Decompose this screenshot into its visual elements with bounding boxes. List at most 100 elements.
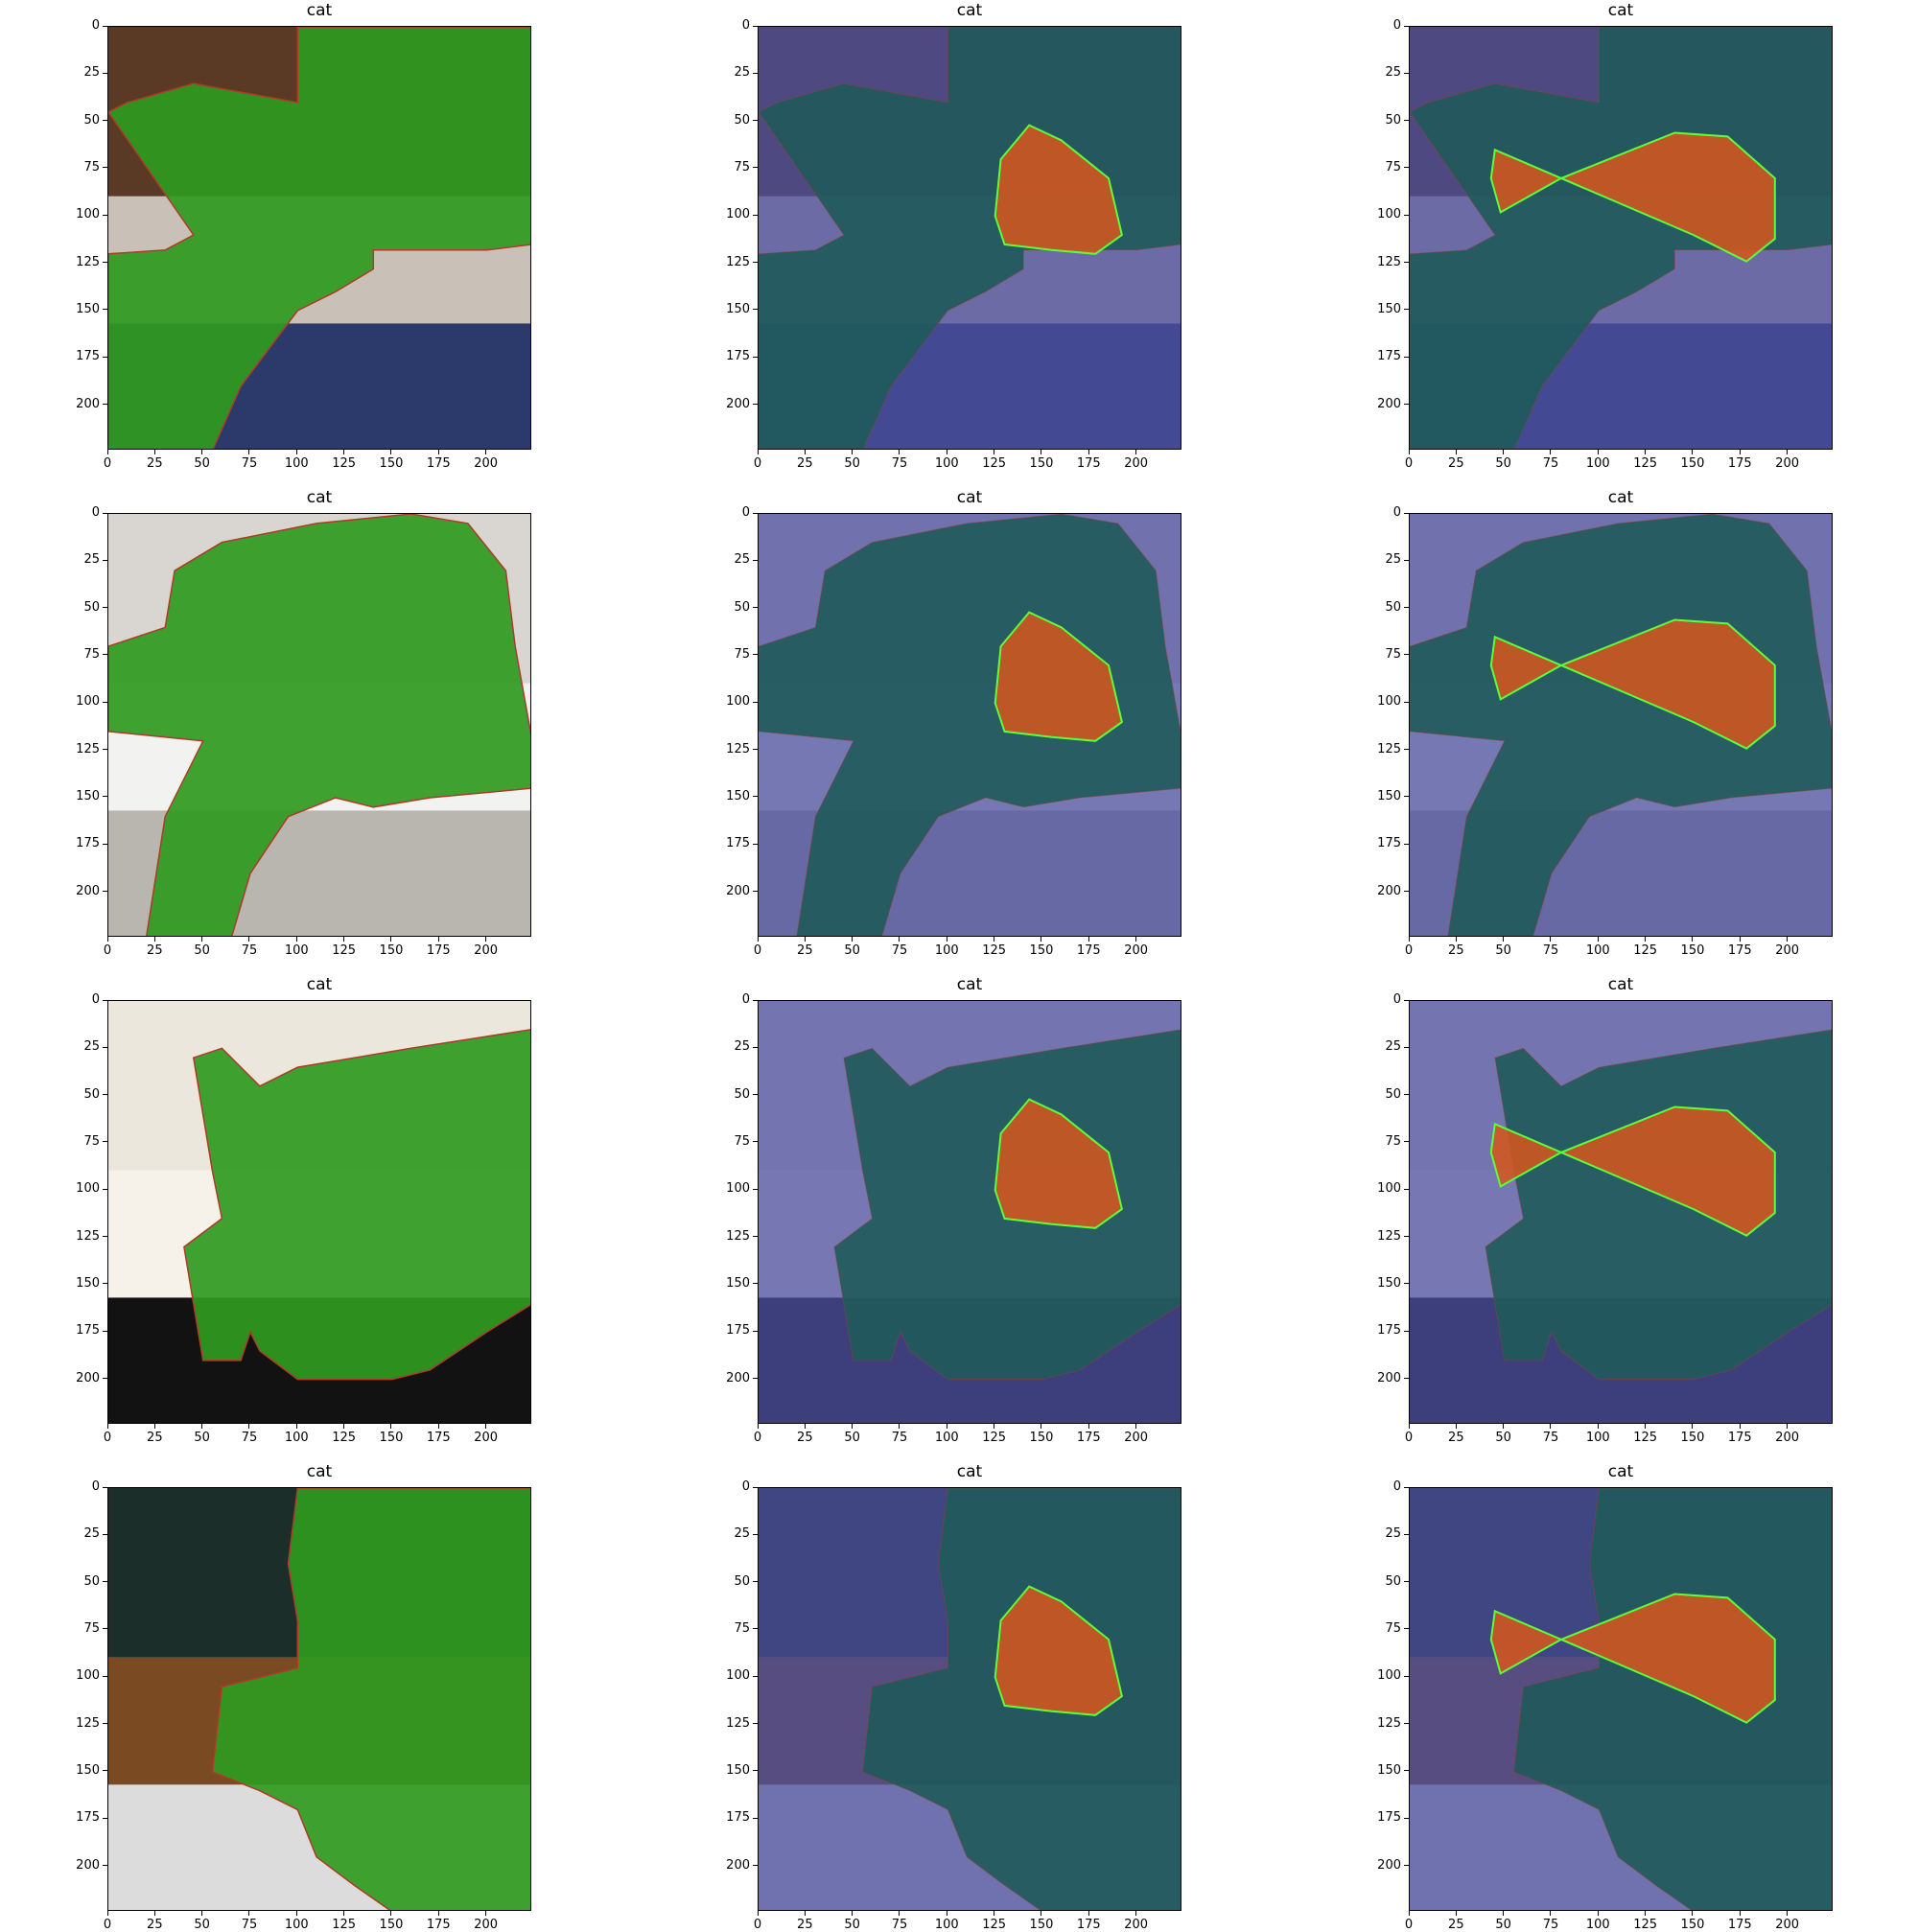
y-tick-label: 50 — [734, 599, 750, 615]
y-tick-mark — [103, 607, 107, 609]
x-tick-label: 125 — [982, 943, 1007, 958]
y-tick-label: 50 — [83, 1573, 100, 1589]
y-tick-label: 100 — [76, 207, 100, 222]
x-tick-mark — [295, 1911, 297, 1916]
x-tick-mark — [153, 937, 155, 942]
image-panel — [758, 513, 1181, 937]
x-tick-label: 150 — [379, 1431, 404, 1445]
y-tick-mark — [1404, 309, 1409, 311]
y-tick-mark — [753, 309, 758, 311]
x-tick-mark — [1550, 1911, 1552, 1916]
y-tick-label: 175 — [76, 1323, 100, 1338]
y-tick-mark — [1404, 120, 1409, 122]
y-tick-label: 200 — [76, 883, 100, 898]
y-tick-label: 50 — [734, 112, 750, 128]
y-tick-label: 175 — [76, 349, 100, 364]
photo-image — [1410, 1488, 1832, 1910]
y-tick-label: 25 — [1385, 1039, 1401, 1055]
y-tick-label: 75 — [83, 1133, 100, 1149]
x-tick-label: 150 — [1680, 943, 1705, 958]
y-tick-label: 150 — [1377, 788, 1401, 803]
y-tick-mark — [753, 214, 758, 216]
y-tick-label: 150 — [1377, 1762, 1401, 1778]
y-tick-label: 200 — [1377, 396, 1401, 411]
x-tick-label: 25 — [797, 943, 813, 958]
image-panel — [107, 26, 531, 450]
y-tick-mark — [753, 1628, 758, 1630]
x-tick-mark — [1408, 450, 1410, 454]
y-tick-label: 175 — [726, 349, 750, 364]
x-tick-label: 100 — [1585, 943, 1610, 958]
x-tick-label: 175 — [1076, 1431, 1101, 1445]
x-tick-label: 50 — [194, 1431, 210, 1445]
x-tick-label: 150 — [379, 943, 404, 958]
y-tick-mark — [103, 1865, 107, 1867]
y-tick-mark — [753, 1581, 758, 1583]
y-tick-label: 25 — [83, 552, 100, 568]
y-tick-label: 25 — [1385, 552, 1401, 568]
x-tick-label: 125 — [332, 1431, 357, 1445]
x-tick-label: 0 — [1404, 456, 1414, 471]
x-tick-label: 125 — [1633, 943, 1658, 958]
y-tick-mark — [1404, 1581, 1409, 1583]
y-tick-label: 150 — [76, 1762, 100, 1778]
y-tick-label: 100 — [1377, 1668, 1401, 1684]
x-tick-mark — [899, 937, 901, 942]
y-tick-label: 150 — [1377, 301, 1401, 316]
y-tick-mark — [103, 1723, 107, 1725]
y-tick-label: 25 — [734, 65, 750, 81]
image-panel — [107, 1000, 531, 1424]
y-tick-mark — [753, 1094, 758, 1096]
photo-image — [1410, 1001, 1832, 1423]
y-tick-label: 50 — [83, 112, 100, 128]
y-tick-label: 200 — [76, 1857, 100, 1873]
panel-title: cat — [956, 1, 983, 20]
y-tick-label: 0 — [741, 992, 750, 1007]
x-tick-label: 125 — [982, 1431, 1007, 1445]
y-tick-label: 25 — [1385, 1526, 1401, 1542]
y-tick-label: 100 — [1377, 694, 1401, 710]
y-tick-mark — [103, 999, 107, 1001]
y-tick-label: 75 — [1385, 1620, 1401, 1636]
y-tick-mark — [1404, 25, 1409, 27]
x-tick-mark — [757, 937, 759, 942]
y-tick-label: 25 — [734, 552, 750, 568]
x-tick-label: 25 — [1448, 456, 1464, 471]
y-tick-mark — [753, 1188, 758, 1190]
y-tick-mark — [103, 1770, 107, 1772]
x-tick-mark — [757, 450, 759, 454]
bowtie-region — [1489, 1106, 1776, 1237]
x-tick-mark — [390, 450, 392, 454]
x-tick-label: 0 — [1404, 1431, 1414, 1445]
y-tick-label: 0 — [1392, 505, 1401, 520]
x-tick-label: 100 — [284, 1918, 309, 1932]
y-tick-label: 125 — [1377, 1715, 1401, 1731]
y-tick-mark — [103, 262, 107, 264]
y-tick-label: 0 — [741, 505, 750, 520]
bowtie-region — [1489, 131, 1776, 263]
x-tick-label: 125 — [982, 456, 1007, 471]
y-tick-label: 100 — [1377, 207, 1401, 222]
x-tick-label: 150 — [1680, 1918, 1705, 1932]
y-tick-label: 200 — [76, 396, 100, 411]
y-tick-mark — [1404, 1770, 1409, 1772]
x-tick-label: 150 — [1029, 943, 1054, 958]
y-tick-label: 50 — [1385, 1086, 1401, 1102]
y-tick-mark — [103, 654, 107, 656]
x-tick-mark — [1135, 937, 1137, 942]
photo-image — [1410, 514, 1832, 936]
x-tick-label: 50 — [844, 456, 860, 471]
y-tick-mark — [1404, 607, 1409, 609]
x-tick-mark — [804, 937, 806, 942]
x-tick-mark — [1550, 1424, 1552, 1429]
panel-title: cat — [1607, 488, 1634, 507]
y-tick-mark — [1404, 1628, 1409, 1630]
x-tick-mark — [1692, 1424, 1694, 1429]
y-tick-label: 150 — [726, 788, 750, 803]
segmentation-mask — [211, 1488, 530, 1910]
y-tick-mark — [1404, 891, 1409, 893]
x-tick-mark — [804, 1424, 806, 1429]
y-tick-mark — [1404, 1675, 1409, 1677]
x-tick-mark — [899, 1911, 901, 1916]
